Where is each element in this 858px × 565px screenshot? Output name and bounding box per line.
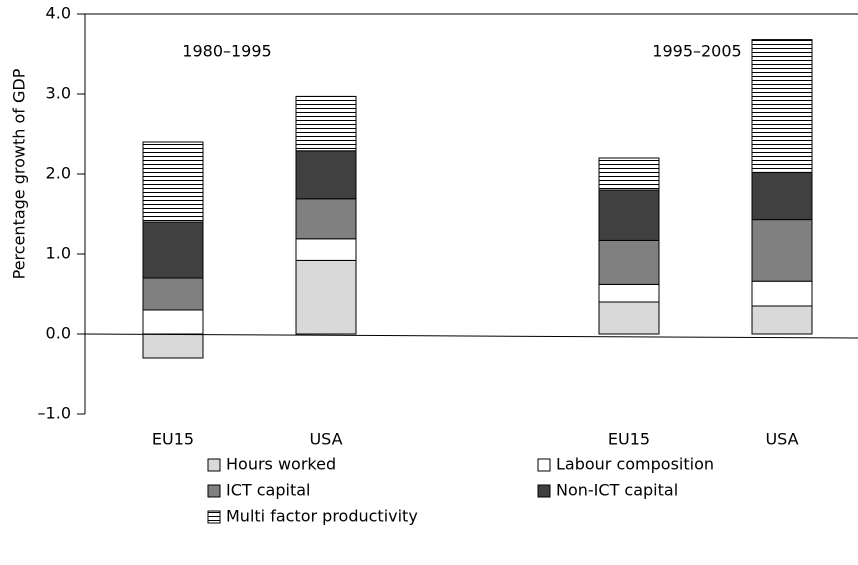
legend-swatch: [207, 458, 221, 472]
legend-swatch: [207, 484, 221, 498]
bar-segment: [295, 198, 357, 240]
bar-segment: [142, 277, 204, 311]
y-tick-label: 1.0: [46, 244, 71, 263]
bar-segment: [751, 39, 813, 173]
bar-segment: [751, 305, 813, 335]
legend-label: Hours worked: [226, 455, 336, 474]
x-tick-label: EU15: [608, 430, 650, 449]
y-tick-label: 3.0: [46, 84, 71, 103]
legend-label: Multi factor productivity: [226, 507, 418, 526]
bar-segment: [295, 238, 357, 261]
legend-swatch: [537, 484, 551, 498]
y-tick-label: 2.0: [46, 164, 71, 183]
y-tick-label: –1.0: [38, 404, 71, 423]
bar-segment: [295, 95, 357, 152]
x-tick-label: EU15: [152, 430, 194, 449]
bar-segment: [295, 150, 357, 200]
x-tick-label: USA: [309, 430, 342, 449]
legend-label: Non-ICT capital: [556, 481, 678, 500]
bar-segment: [295, 259, 357, 335]
bar-segment: [598, 239, 660, 285]
y-tick-label: 0.0: [46, 324, 71, 343]
legend-label: Labour composition: [556, 455, 714, 474]
bar-segment: [142, 333, 204, 359]
bar-segment: [142, 141, 204, 223]
bar-segment: [598, 189, 660, 241]
legend-swatch: [207, 510, 221, 524]
legend-label: ICT capital: [226, 481, 310, 500]
y-tick-label: 4.0: [46, 4, 71, 23]
bar-segment: [598, 157, 660, 191]
y-axis-label: Percentage growth of GDP: [10, 68, 29, 279]
period-label: 1980–1995: [182, 42, 271, 61]
bar-segment: [598, 301, 660, 335]
bar-segment: [751, 280, 813, 307]
legend-swatch: [537, 458, 551, 472]
bar-segment: [751, 171, 813, 221]
period-label: 1995–2005: [652, 42, 741, 61]
bar-segment: [598, 283, 660, 303]
zero-line: [84, 333, 858, 339]
bar-segment: [142, 221, 204, 279]
bar-segment: [751, 219, 813, 282]
bar-segment: [142, 309, 204, 335]
x-tick-label: USA: [765, 430, 798, 449]
